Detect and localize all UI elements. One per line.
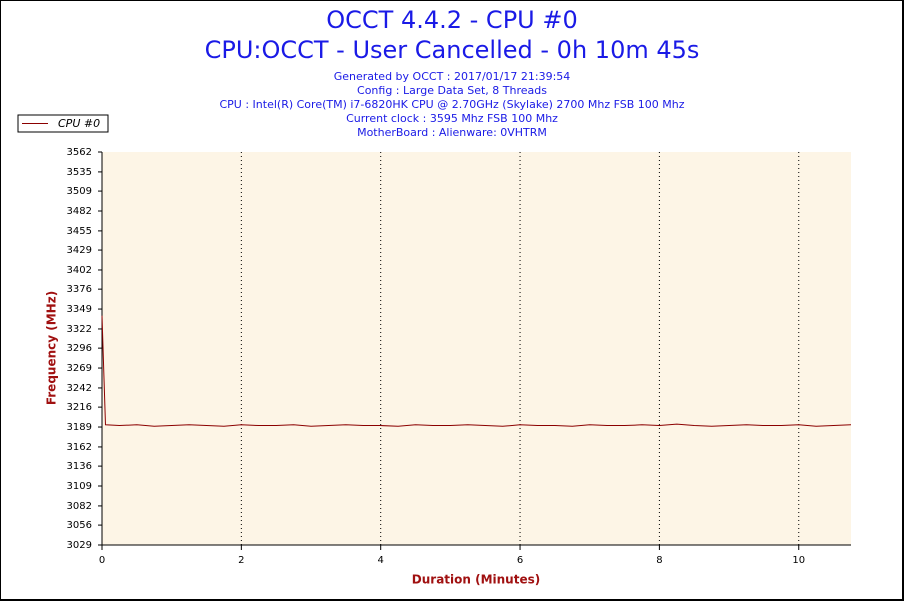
y-tick-label: 3242 xyxy=(67,383,92,394)
y-tick-label: 3455 xyxy=(67,226,92,237)
info-line: CPU : Intel(R) Core(TM) i7-6820HK CPU @ … xyxy=(219,98,684,111)
y-tick-label: 3269 xyxy=(67,363,92,374)
y-axis-label: Frequency (MHz) xyxy=(45,291,59,405)
x-axis-label: Duration (Minutes) xyxy=(412,573,540,587)
info-line: Generated by OCCT : 2017/01/17 21:39:54 xyxy=(334,70,571,83)
chart-subtitle: CPU:OCCT - User Cancelled - 0h 10m 45s xyxy=(205,36,700,64)
y-tick-label: 3349 xyxy=(67,304,92,315)
legend: CPU #0 xyxy=(17,114,109,133)
chart-title: OCCT 4.4.2 - CPU #0 xyxy=(326,6,577,34)
y-tick-label: 3376 xyxy=(67,284,92,295)
y-tick-label: 3482 xyxy=(67,206,92,217)
y-tick-label: 3082 xyxy=(67,501,92,512)
y-tick-label: 3216 xyxy=(67,402,92,413)
y-tick-label: 3562 xyxy=(67,147,92,158)
y-tick-label: 3136 xyxy=(67,461,92,472)
x-tick-label: 2 xyxy=(238,555,244,566)
y-tick-label: 3322 xyxy=(67,324,92,335)
x-tick-label: 8 xyxy=(656,555,662,566)
x-tick-label: 6 xyxy=(517,555,523,566)
plot-area xyxy=(102,152,851,545)
y-tick-label: 3162 xyxy=(67,442,92,453)
legend-label: CPU #0 xyxy=(58,117,100,130)
legend-box xyxy=(17,114,109,133)
y-tick-label: 3429 xyxy=(67,245,92,256)
series-line xyxy=(101,315,852,427)
y-tick-label: 3509 xyxy=(67,186,92,197)
y-tick-label: 3056 xyxy=(67,520,92,531)
y-tick-label: 3029 xyxy=(67,540,92,551)
x-tick-label: 10 xyxy=(792,555,805,566)
y-tick-label: 3296 xyxy=(67,343,92,354)
y-tick-label: 3535 xyxy=(67,167,92,178)
y-tick-label: 3402 xyxy=(67,265,92,276)
x-tick-label: 0 xyxy=(99,555,105,566)
y-tick-label: 3189 xyxy=(67,422,92,433)
x-tick-label: 4 xyxy=(378,555,384,566)
y-tick-label: 3109 xyxy=(67,481,92,492)
info-line: Current clock : 3595 Mhz FSB 100 Mhz xyxy=(346,112,558,125)
info-line: MotherBoard : Alienware: 0VHTRM xyxy=(357,126,547,139)
info-line: Config : Large Data Set, 8 Threads xyxy=(357,84,547,97)
